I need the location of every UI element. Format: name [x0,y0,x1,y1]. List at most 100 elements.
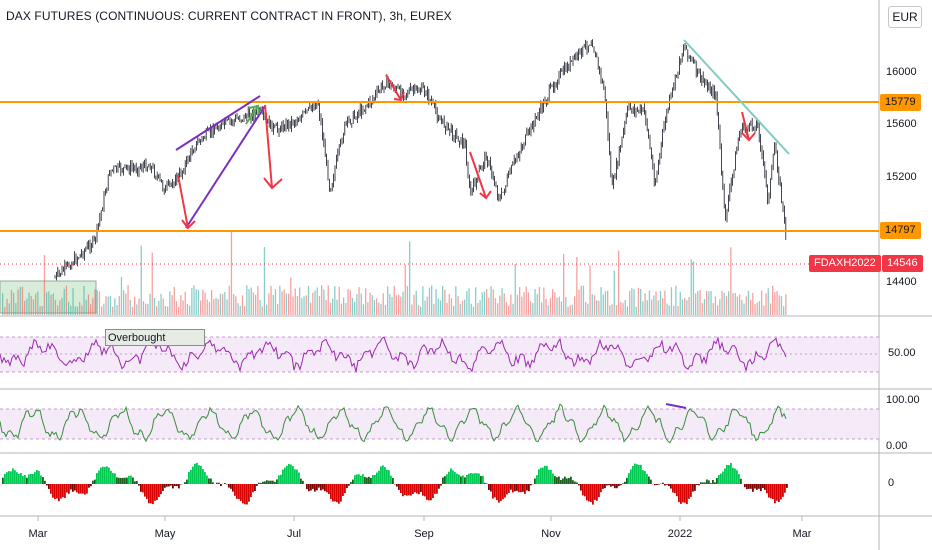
volume-bar [455,286,457,315]
histogram-bar [534,478,536,484]
time-label: Mar [28,528,48,540]
volume-bar [470,303,472,315]
up-arrow-marker[interactable] [245,104,260,125]
volume-bar [640,289,642,315]
histogram-bar [780,484,782,500]
histogram-bar [94,479,96,484]
volume-bar [50,294,52,315]
volume-bar [57,305,59,315]
histogram-bar [406,484,408,496]
histogram-bar [62,484,64,498]
volume-bar [393,285,395,315]
histogram-bar [496,484,498,501]
histogram-bar [124,477,126,484]
osc-zero-label: 0 [888,477,895,489]
histogram-bar [194,463,196,484]
volume-bar [354,302,356,315]
histogram-bar [646,473,648,484]
histogram-bar [426,484,428,500]
volume-bar [230,231,233,315]
wedge-lower-line[interactable] [185,105,266,229]
histogram-bar [278,475,280,484]
volume-bar [558,296,560,315]
histogram-bar [92,480,94,484]
overbought-label[interactable]: Overbought [105,329,205,346]
histogram-bar [580,484,582,491]
histogram-bar [230,484,232,489]
histogram-bar [764,484,766,490]
volume-bar [85,299,87,315]
chart-title: DAX FUTURES (CONTINUOUS: CURRENT CONTRAC… [6,9,452,23]
volume-bar [26,298,28,315]
histogram-bar [728,465,730,484]
histogram-bar [318,484,320,488]
histogram-bar [334,484,336,502]
volume-bar [461,300,464,315]
histogram-bar [702,482,704,484]
histogram-bar [530,484,532,486]
volume-bar [547,305,549,315]
rsi-line [0,336,787,373]
histogram-bar [248,484,250,502]
histogram-bar [564,476,566,484]
volume-bar [541,302,543,315]
histogram-bar [88,484,90,488]
volume-bar [21,286,24,315]
histogram-bar [384,467,386,484]
volume-bar [160,293,162,315]
volume-bar [72,288,74,315]
volume-bar [611,304,613,315]
histogram-bar [648,476,650,484]
histogram-bar [714,482,716,484]
volume-bar [145,303,147,315]
histogram-bar [378,470,380,484]
volume-bar [648,290,651,315]
histogram-bar [438,484,440,489]
volume-bar [261,306,263,315]
volume-bar [734,293,736,315]
volume-bar [257,285,259,315]
histogram-bar [156,484,158,501]
volume-bar [646,300,648,315]
stoch-divergence-line[interactable] [665,403,687,409]
histogram-bar [624,481,626,484]
histogram-bar [738,474,740,484]
histogram-bar [750,484,752,489]
volume-bar [723,292,725,315]
price-label-14400: 14400 [886,276,917,288]
histogram-bar [190,470,192,484]
histogram-bar [604,484,606,489]
volume-bar [90,304,92,315]
volume-bar [662,298,664,315]
arrow-markers[interactable] [177,74,756,230]
histogram-bar [364,476,366,484]
support-price-tag[interactable]: 14797 [880,222,921,239]
downtrend-line[interactable] [683,39,790,155]
volume-bar [684,297,686,315]
volume-bar [596,300,598,315]
histogram-bar [634,463,636,484]
volume-bar [681,299,684,315]
volume-bar [483,291,486,315]
volume-bar [624,300,626,315]
wedge-upper-line[interactable] [175,95,261,151]
histogram-bar [466,475,468,484]
histogram-bar [376,472,378,484]
histogram-bar [86,484,88,494]
time-label: May [154,528,176,540]
symbol-tag: FDAXH2022 [809,255,881,272]
volume-bar [442,285,444,315]
volume-bar [384,305,387,315]
volume-bar [83,285,85,315]
volume-bar [321,285,323,315]
histogram-bar [684,484,686,503]
volume-bar [250,287,252,315]
histogram-bar [502,484,504,500]
currency-button[interactable]: EUR [888,6,922,28]
volume-bar [620,302,622,315]
histogram-bar [294,469,296,484]
volume-bar [670,287,673,315]
histogram-bar [412,484,414,494]
resistance-price-tag[interactable]: 15779 [880,94,921,111]
